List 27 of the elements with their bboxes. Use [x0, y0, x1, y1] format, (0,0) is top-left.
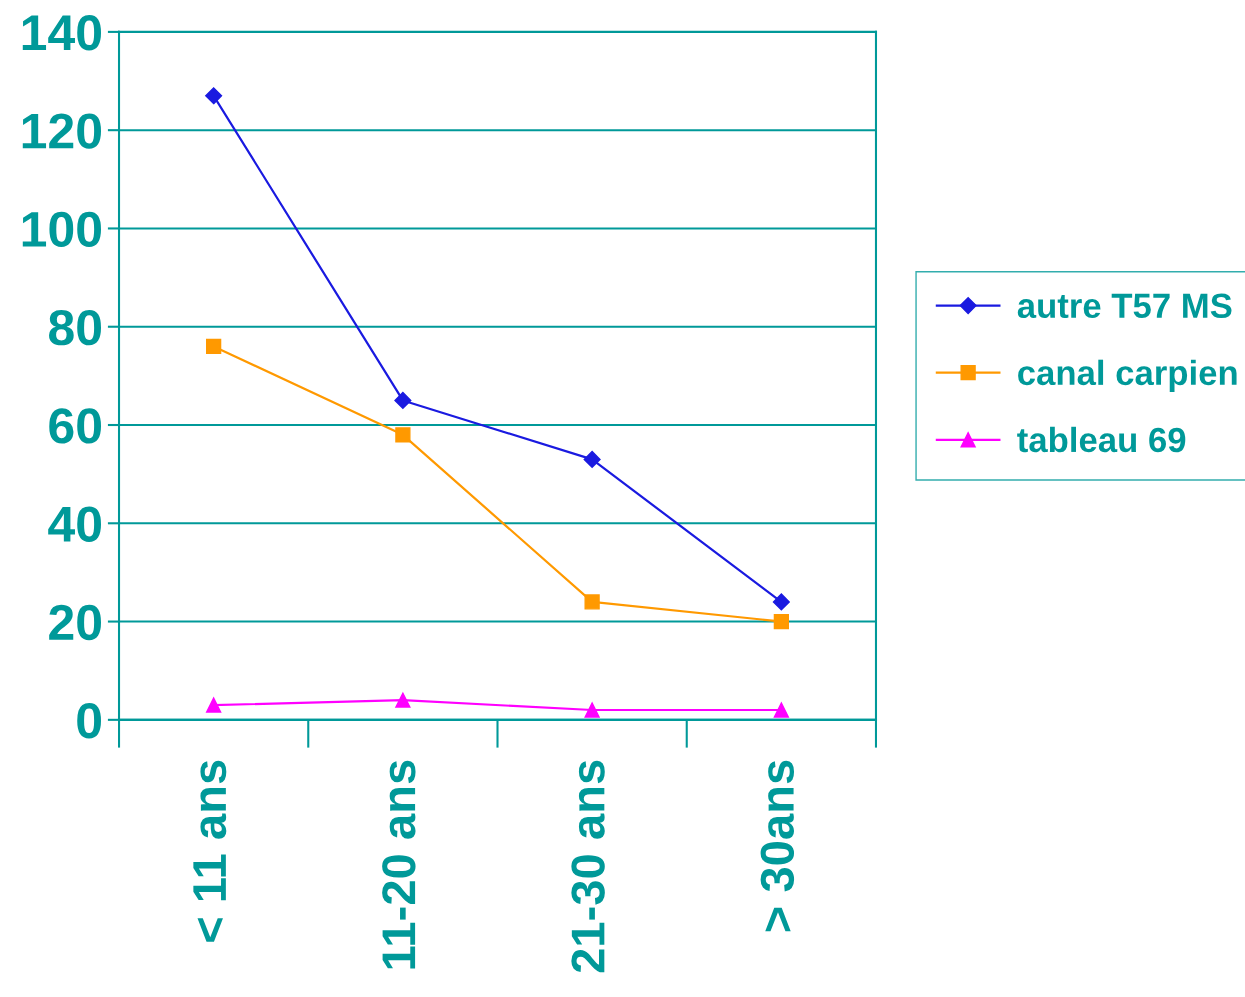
- y-tick-label: 80: [49, 309, 102, 346]
- y-tick-label: 120: [22, 113, 102, 149]
- x-tick-label: < 11 ans: [193, 760, 227, 942]
- point: [773, 702, 790, 718]
- point: [584, 594, 600, 610]
- y-tick-label: 40: [48, 506, 102, 542]
- legend-label: tableau 69: [1017, 426, 1186, 453]
- point: [206, 338, 222, 355]
- point: [394, 391, 412, 409]
- y-tick-label: 100: [22, 211, 102, 248]
- x-tick-label: 11-20 ans: [382, 760, 416, 969]
- y-tick-label: 140: [22, 15, 102, 51]
- x-tick-label: > 30ans: [760, 760, 795, 932]
- y-tick-label: 20: [49, 604, 102, 641]
- point: [583, 450, 601, 468]
- point: [584, 702, 600, 718]
- legend-label: canal carpien: [1018, 359, 1237, 393]
- point: [395, 427, 411, 443]
- point: [206, 697, 222, 713]
- y-tick-label: 0: [77, 703, 101, 739]
- x-tick-label: 21-30 ans: [571, 760, 605, 973]
- point: [395, 692, 411, 708]
- point: [773, 613, 790, 630]
- point: [772, 593, 790, 611]
- y-tick-label: 60: [49, 408, 102, 444]
- legend-label: autre T57 MS: [1017, 293, 1232, 319]
- point: [205, 87, 223, 105]
